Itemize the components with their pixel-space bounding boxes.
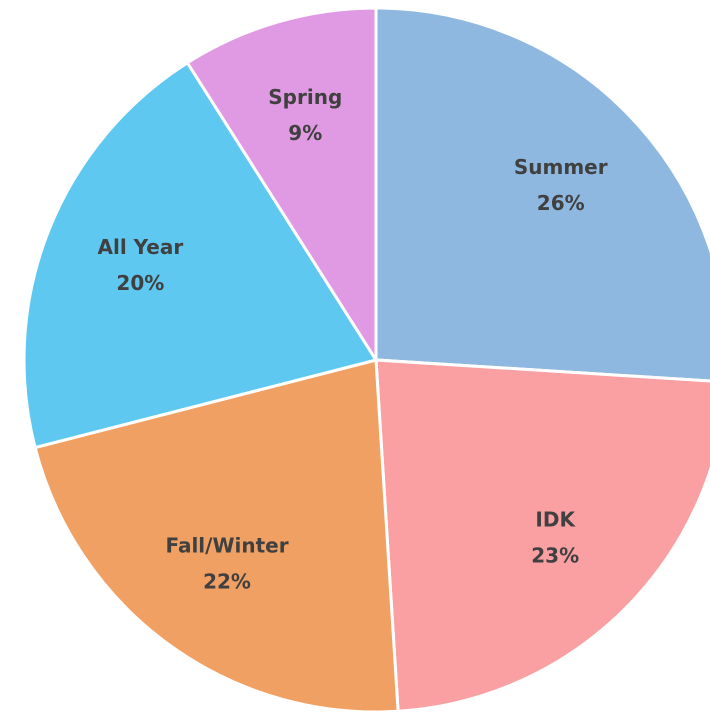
slice-value-label: 26% bbox=[537, 191, 585, 215]
slice-value-label: 20% bbox=[116, 271, 164, 295]
pie-slice bbox=[374, 358, 710, 713]
slice-category-label: Spring bbox=[268, 85, 342, 109]
slice-value-label: 23% bbox=[531, 544, 579, 568]
slice-value-label: 9% bbox=[288, 121, 322, 145]
pie-slice bbox=[22, 60, 379, 450]
slice-category-label: IDK bbox=[535, 508, 576, 532]
pie-slice bbox=[185, 6, 378, 366]
pie-slice bbox=[33, 358, 400, 713]
slice-category-label: Summer bbox=[514, 155, 608, 179]
slice-category-label: All Year bbox=[97, 235, 183, 259]
slice-category-label: Fall/Winter bbox=[165, 534, 288, 558]
pie-slice bbox=[374, 6, 710, 383]
slice-value-label: 22% bbox=[203, 570, 251, 594]
